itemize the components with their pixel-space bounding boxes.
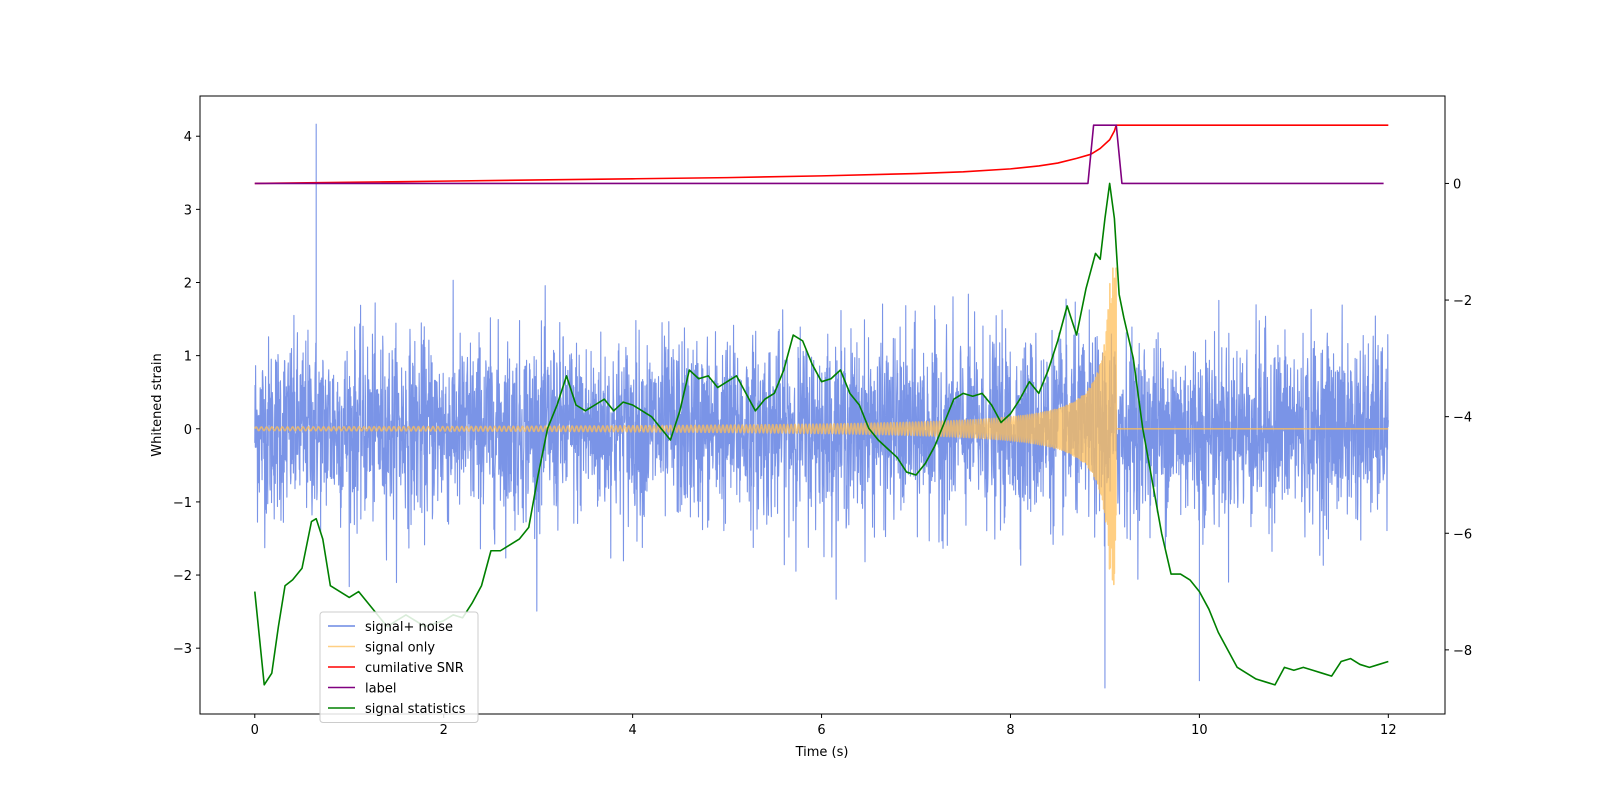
y2-tick-label-1: −6 — [1453, 527, 1472, 542]
series-line-3 — [254, 124, 1384, 185]
y-axis-label: Whitened strain — [150, 353, 165, 456]
series-line-0 — [254, 123, 1389, 689]
y-tick-label-5: 2 — [184, 276, 192, 291]
y-tick-label-3: 0 — [184, 423, 192, 438]
legend-label-2: cumilative SNR — [365, 661, 464, 676]
y-tick-label-4: 1 — [184, 350, 192, 365]
y2-tick-label-3: −2 — [1453, 294, 1472, 309]
x-tick-label-5: 10 — [1191, 723, 1208, 738]
legend-label-1: signal only — [365, 641, 435, 656]
y2-tick-label-0: −8 — [1453, 644, 1472, 659]
y-tick-label-7: 4 — [184, 130, 192, 145]
y-tick-label-1: −2 — [173, 569, 192, 584]
legend-label-4: signal statistics — [365, 702, 466, 717]
x-tick-label-4: 8 — [1006, 723, 1014, 738]
legend-label-0: signal+ noise — [365, 620, 453, 635]
x-tick-label-0: 0 — [251, 723, 259, 738]
x-tick-label-2: 4 — [628, 723, 636, 738]
legend: signal+ noise signal only cumilative SNR la… — [319, 611, 479, 723]
series-line-1 — [254, 267, 1389, 586]
legend-box — [319, 611, 479, 723]
y2-tick-label-2: −4 — [1453, 411, 1472, 426]
x-tick-label-1: 2 — [440, 723, 448, 738]
y-axis-left: −3 −2 −1 0 1 2 3 4 — [173, 130, 200, 657]
x-tick-label-6: 12 — [1380, 723, 1397, 738]
x-axis-label: Time (s) — [795, 745, 849, 760]
y-tick-label-2: −1 — [173, 496, 192, 511]
y2-tick-label-4: 0 — [1453, 177, 1461, 192]
x-tick-label-3: 6 — [817, 723, 825, 738]
legend-label-3: label — [365, 682, 396, 697]
plot-area — [253, 123, 1389, 689]
y-tick-label-0: −3 — [173, 642, 192, 657]
plot-frame — [199, 95, 1446, 715]
y-axis-right: −8 −6 −4 −2 0 — [1445, 177, 1472, 659]
y-tick-label-6: 3 — [184, 203, 192, 218]
series-line-2 — [254, 124, 1389, 185]
